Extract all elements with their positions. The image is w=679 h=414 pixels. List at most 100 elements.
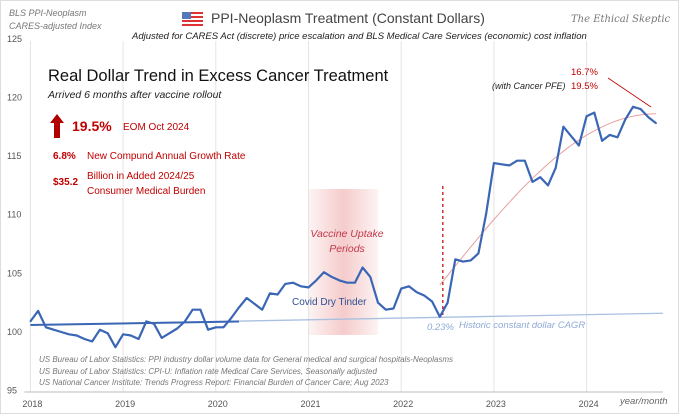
y-tick-label: 100 (7, 327, 22, 337)
vaccine-label-2: Periods (329, 243, 365, 255)
data-point (99, 328, 101, 331)
data-point (215, 326, 217, 329)
data-point (346, 281, 348, 284)
data-point (493, 162, 495, 164)
data-point (524, 159, 526, 162)
data-point (52, 328, 55, 331)
data-point (585, 115, 588, 117)
data-point (168, 332, 171, 334)
x-tick-label: 2019 (115, 399, 135, 409)
data-point (647, 116, 650, 119)
data-point (307, 286, 310, 289)
data-point (639, 108, 642, 110)
burden-value: $35.2 (53, 177, 79, 188)
data-point (199, 308, 202, 311)
y-tick-label: 95 (7, 386, 17, 396)
data-point (624, 118, 627, 121)
chart-title: PPI-Neoplasm Treatment (Constant Dollars… (211, 10, 485, 26)
data-point (408, 285, 410, 288)
data-point (531, 181, 534, 183)
burden-label: Billion in Added 2024/25 Consumer Medica… (87, 169, 205, 199)
big-percent-label: EOM Oct 2024 (123, 122, 190, 133)
data-point (145, 320, 148, 323)
title-suffix: (Constant Dollars) (372, 10, 485, 26)
y-tick-label: 120 (7, 92, 22, 102)
data-point (508, 164, 511, 167)
data-point (29, 320, 32, 323)
data-point (608, 134, 611, 136)
data-point (570, 135, 572, 137)
burden-label-1: Billion in Added 2024/25 (87, 171, 195, 182)
data-point (446, 301, 449, 304)
data-point (160, 337, 163, 339)
data-point (276, 293, 279, 296)
data-point (469, 259, 472, 262)
historic-cagr-value: 0.23% (427, 322, 454, 333)
source-1: US Bureau of Labor Statistics: PPI indus… (39, 355, 453, 364)
data-point (176, 327, 178, 330)
data-point (222, 326, 225, 329)
pfe-pointer-line (607, 77, 652, 108)
cagr-label: New Compund Annual Growth Rate (87, 151, 246, 162)
covid-label: Covid Dry Tinder (292, 297, 367, 308)
corner-label-1: BLS PPI-Neoplasm (9, 8, 87, 18)
data-point (384, 308, 387, 311)
data-point (114, 346, 117, 349)
data-point (284, 283, 287, 285)
cagr-value: 6.8% (53, 151, 76, 162)
data-point (330, 276, 333, 278)
data-point (500, 163, 503, 166)
data-point (323, 271, 325, 273)
data-point (191, 308, 194, 311)
data-point (554, 166, 557, 169)
x-axis-unit: year/month (620, 396, 668, 407)
data-point (91, 340, 93, 343)
data-point (400, 287, 403, 290)
y-tick-label: 110 (7, 210, 21, 220)
x-tick-label: 2024 (579, 399, 599, 409)
burden-label-2: Consumer Medical Burden (87, 186, 206, 197)
data-point (562, 125, 565, 128)
headline: Real Dollar Trend in Excess Cancer Treat… (48, 67, 389, 85)
data-point (601, 140, 603, 142)
chart-subtitle: Adjusted for CARES Act (discrete) price … (132, 31, 587, 42)
source-3: US National Cancer Institute: Trends Pro… (39, 378, 389, 387)
data-point (415, 291, 418, 293)
pfe-percent-2: 19.5% (571, 81, 598, 92)
data-point (439, 315, 441, 318)
data-point (655, 122, 657, 125)
data-point (539, 176, 542, 178)
y-tick-label: 105 (7, 268, 22, 278)
data-point (454, 258, 457, 261)
vaccine-label-1: Vaccine Uptake (310, 228, 384, 240)
x-tick-label: 2018 (22, 399, 42, 409)
data-point (153, 322, 155, 325)
pfe-label: (with Cancer PFE) (492, 81, 566, 91)
data-point (261, 308, 263, 311)
y-tick-label: 115 (7, 151, 21, 161)
data-point (184, 320, 186, 323)
data-point (462, 260, 464, 263)
data-point (338, 279, 341, 282)
data-point (45, 326, 47, 329)
data-point (106, 332, 109, 334)
corner-label-2: CARES-adjusted Index (9, 21, 102, 31)
source-2: US Bureau of Labor Statistics: CPI-U: In… (39, 366, 377, 376)
series-line (29, 105, 657, 349)
data-point (392, 307, 395, 310)
data-point (315, 279, 318, 282)
y-tick-label: 125 (7, 34, 22, 44)
data-point (377, 301, 379, 304)
x-tick-label: 2020 (208, 399, 228, 409)
title-main: PPI-Neoplasm Treatment (211, 10, 369, 26)
data-point (68, 333, 70, 336)
data-point (292, 281, 294, 284)
data-point (75, 334, 78, 337)
big-percent: 19.5% (72, 118, 112, 134)
sources: US Bureau of Labor Statistics: PPI indus… (39, 354, 453, 389)
pre-trend-segment (30, 320, 239, 326)
data-point (137, 338, 140, 340)
data-point (485, 212, 487, 215)
vaccine-band-label: Vaccine Uptake Periods (309, 227, 385, 257)
